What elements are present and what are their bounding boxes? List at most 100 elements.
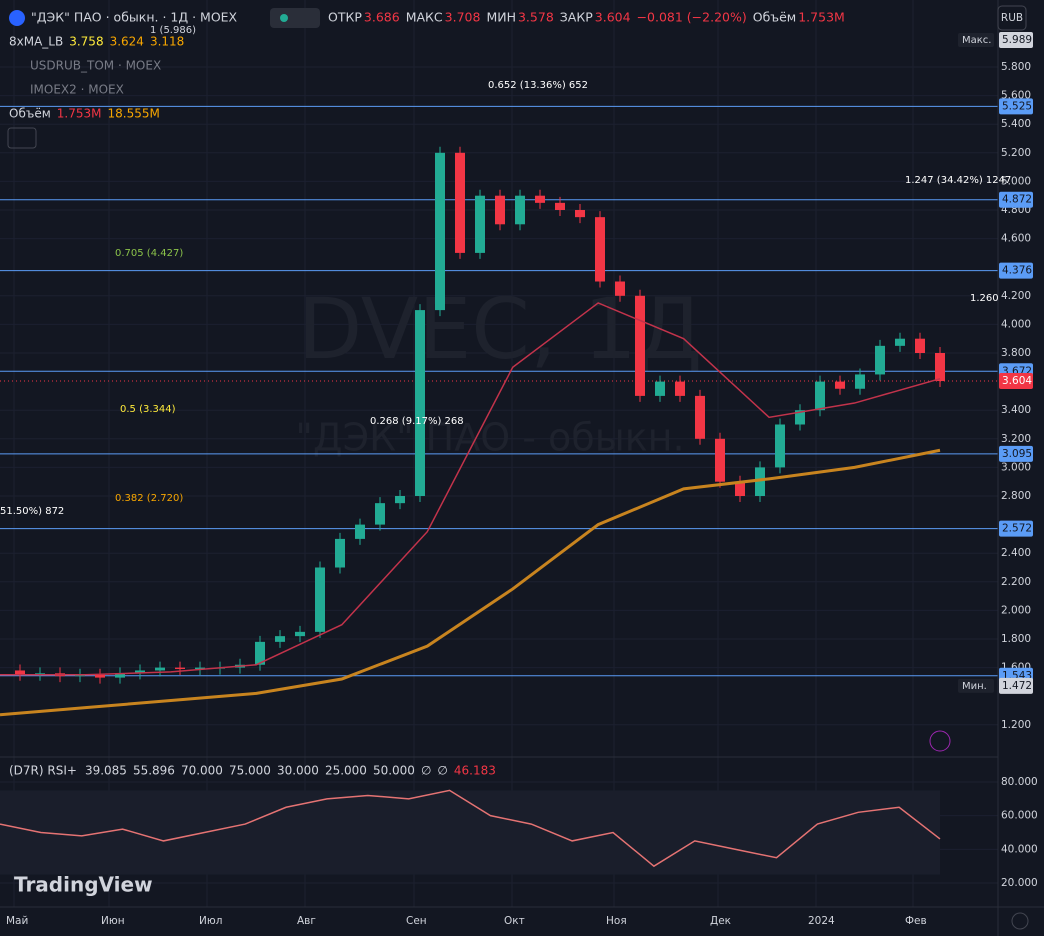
candle <box>915 338 925 353</box>
x-tick-label: Окт <box>504 915 525 927</box>
rsi-value: 25.000 <box>325 764 367 778</box>
candle <box>95 674 105 678</box>
candle <box>855 374 865 389</box>
candle <box>255 641 265 665</box>
candle <box>195 667 205 670</box>
candle <box>295 631 305 637</box>
level-tag <box>999 445 1033 462</box>
annotation: 0.652 (13.36%) 652 <box>488 80 588 91</box>
currency-button[interactable] <box>997 5 1027 31</box>
candle <box>475 195 485 253</box>
ohlc-value: 3.686 <box>364 10 400 25</box>
y-tick-label: 40.000 <box>1001 843 1038 855</box>
moving-average <box>0 302 941 676</box>
status-badge[interactable] <box>270 8 320 28</box>
status-dot <box>280 14 288 22</box>
level-label: 3.095 <box>1002 448 1032 460</box>
ohlc-value: 3.578 <box>518 10 554 25</box>
y-tick-label: 2.200 <box>1001 576 1031 588</box>
indicator-name: IMOEX2 · MOEX <box>30 83 124 97</box>
watermark: "ДЭК" ПАО - обыкн. <box>295 416 684 460</box>
candle <box>795 410 805 425</box>
candle <box>435 152 445 311</box>
watermark: DVEC, 1Д <box>298 280 703 378</box>
y-tick-label: 80.000 <box>1001 776 1038 788</box>
indicator-name: Объём <box>9 107 51 121</box>
max-name: Макс. <box>962 35 991 46</box>
y-tick-label: 3.800 <box>1001 347 1031 359</box>
rsi-line <box>0 789 941 868</box>
y-tick-label: 2.000 <box>1001 604 1031 616</box>
candle <box>275 636 285 642</box>
rsi-value: 46.183 <box>454 764 496 778</box>
volume-value: 1.753M <box>798 10 845 25</box>
max-tag <box>999 31 1033 48</box>
max-name-tag <box>958 32 994 47</box>
candle <box>15 670 25 675</box>
x-tick-label: Июл <box>199 915 222 927</box>
volume-key: Объём <box>753 10 797 25</box>
y-tick-label: 4.000 <box>1001 318 1031 330</box>
candle <box>375 503 385 525</box>
change: −0.081 (−2.20%) <box>637 10 747 25</box>
x-tick-label: Авг <box>297 915 316 927</box>
annotation: 1.260 <box>970 293 999 304</box>
candle <box>615 281 625 296</box>
indicator-value: 18.555M <box>107 107 159 121</box>
level-label: 4.376 <box>1002 265 1032 277</box>
candle <box>495 195 505 225</box>
rsi-band <box>0 790 940 875</box>
candle <box>355 524 365 539</box>
ohlc-key: МАКС <box>406 10 443 25</box>
y-tick-label: 4.600 <box>1001 233 1031 245</box>
event-icon[interactable] <box>929 730 951 752</box>
y-tick-label: 5.800 <box>1001 61 1031 73</box>
candle <box>515 195 525 225</box>
rsi-value: 70.000 <box>181 764 223 778</box>
candle <box>395 496 405 504</box>
level-tag <box>999 191 1033 208</box>
level-tag <box>999 520 1033 537</box>
indicator-value: 3.624 <box>110 35 144 49</box>
rsi-value: ∅ <box>421 764 431 778</box>
indicator-name: 8xMA_LB <box>9 35 63 49</box>
rsi-value: 55.896 <box>133 764 175 778</box>
rsi-name: (D7R) RSI+ <box>9 764 77 778</box>
x-tick-label: Июн <box>101 915 125 927</box>
candle <box>655 381 665 396</box>
logo: TradingView <box>14 873 153 897</box>
min-name: Мин. <box>962 681 987 692</box>
y-tick-label: 5.000 <box>1001 175 1031 187</box>
x-tick-label: Ноя <box>606 915 627 927</box>
rsi-value: ∅ <box>437 764 447 778</box>
y-tick-label: 2.400 <box>1001 547 1031 559</box>
candle <box>595 217 605 282</box>
annotation: 1 (5.986) <box>150 25 196 36</box>
symbol-icon <box>9 10 25 26</box>
ohlc-key: ОТКР <box>328 10 362 25</box>
candle <box>935 353 945 382</box>
last-price-label: 3.604 <box>1002 375 1032 387</box>
candle <box>555 202 565 210</box>
collapse-button[interactable] <box>7 127 37 149</box>
max-label: 5.989 <box>1002 34 1032 46</box>
annotation: 0.268 (9.17%) 268 <box>370 416 464 427</box>
indicator-value: 3.758 <box>69 35 103 49</box>
auto-button[interactable] <box>1011 912 1029 930</box>
min-tag <box>999 677 1033 694</box>
candle <box>715 438 725 482</box>
annotation: 0.382 (2.720) <box>115 493 183 504</box>
x-tick-label: Дек <box>710 915 731 927</box>
y-tick-label: 5.200 <box>1001 147 1031 159</box>
currency: RUB <box>1001 12 1023 24</box>
symbol: "ДЭК" ПАО · обыкн. · 1Д · MOEX <box>31 10 238 25</box>
rsi-value: 39.085 <box>85 764 127 778</box>
candle <box>315 567 325 632</box>
indicator-value: 1.753M <box>57 107 102 121</box>
x-tick-label: Сен <box>406 915 427 927</box>
candle <box>155 667 165 671</box>
y-tick-label: 1.200 <box>1001 719 1031 731</box>
rsi-value: 75.000 <box>229 764 271 778</box>
